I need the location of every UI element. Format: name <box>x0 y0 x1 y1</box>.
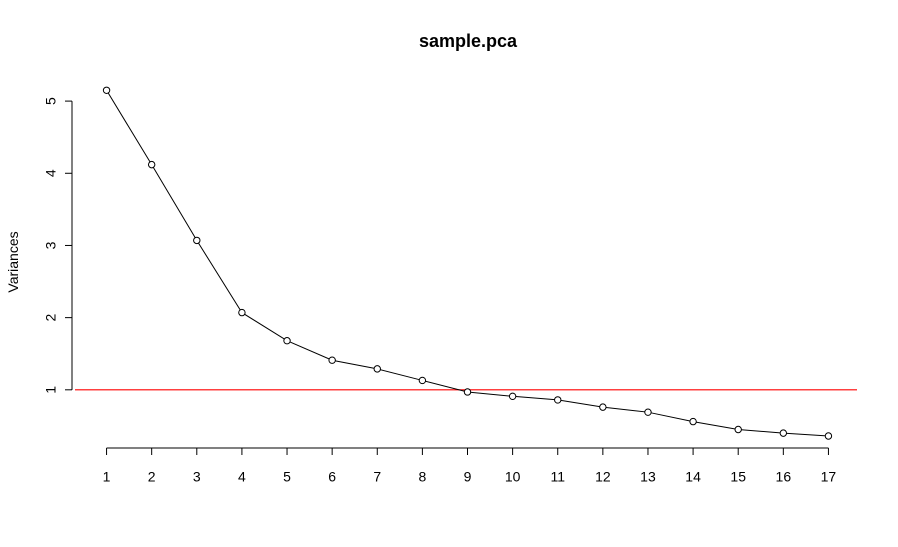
series-points <box>102 86 833 440</box>
data-point <box>102 86 111 94</box>
data-point <box>734 425 742 434</box>
chart-title: sample.pca <box>419 31 518 51</box>
x-tick-label: 6 <box>328 469 336 485</box>
data-point <box>238 308 246 317</box>
x-tick-label: 10 <box>505 469 521 485</box>
data-point <box>689 417 697 426</box>
x-tick-label: 15 <box>730 469 746 485</box>
data-point <box>283 337 291 345</box>
x-tick-label: 9 <box>464 469 472 485</box>
y-tick-label: 4 <box>43 169 59 177</box>
data-point <box>644 408 652 416</box>
data-point <box>328 356 336 364</box>
data-point <box>779 429 788 437</box>
y-tick-label: 2 <box>43 314 59 322</box>
data-point <box>193 236 201 245</box>
y-axis-label: Variances <box>5 231 21 292</box>
x-tick-label: 1 <box>103 469 111 485</box>
y-tick-label: 5 <box>43 97 59 105</box>
x-tick-label: 8 <box>418 469 426 485</box>
x-tick-label: 7 <box>373 469 381 485</box>
data-point <box>599 403 607 411</box>
y-tick-label: 3 <box>43 241 59 249</box>
data-point <box>147 160 156 169</box>
x-tick-label: 5 <box>283 469 291 485</box>
x-tick-label: 2 <box>148 469 156 485</box>
data-point <box>373 365 381 373</box>
x-tick-label: 16 <box>776 469 792 485</box>
data-point <box>418 376 427 385</box>
x-axis: 1 2 3 4 5 6 7 8 9 10 11 12 13 14 15 16 17 <box>103 447 837 485</box>
x-tick-label: 12 <box>595 469 611 485</box>
x-tick-label: 17 <box>821 469 837 485</box>
x-tick-label: 4 <box>238 469 246 485</box>
data-point <box>824 432 833 440</box>
x-tick-label: 11 <box>550 469 565 485</box>
data-point <box>463 388 472 396</box>
x-tick-label: 3 <box>193 469 201 485</box>
y-axis: 1 2 3 4 5 <box>43 97 73 394</box>
x-tick-label: 13 <box>640 469 656 485</box>
series-line <box>106 90 829 437</box>
data-point <box>554 396 562 404</box>
y-tick-label: 1 <box>43 386 59 394</box>
data-point <box>508 392 517 401</box>
x-tick-label: 14 <box>685 469 701 485</box>
